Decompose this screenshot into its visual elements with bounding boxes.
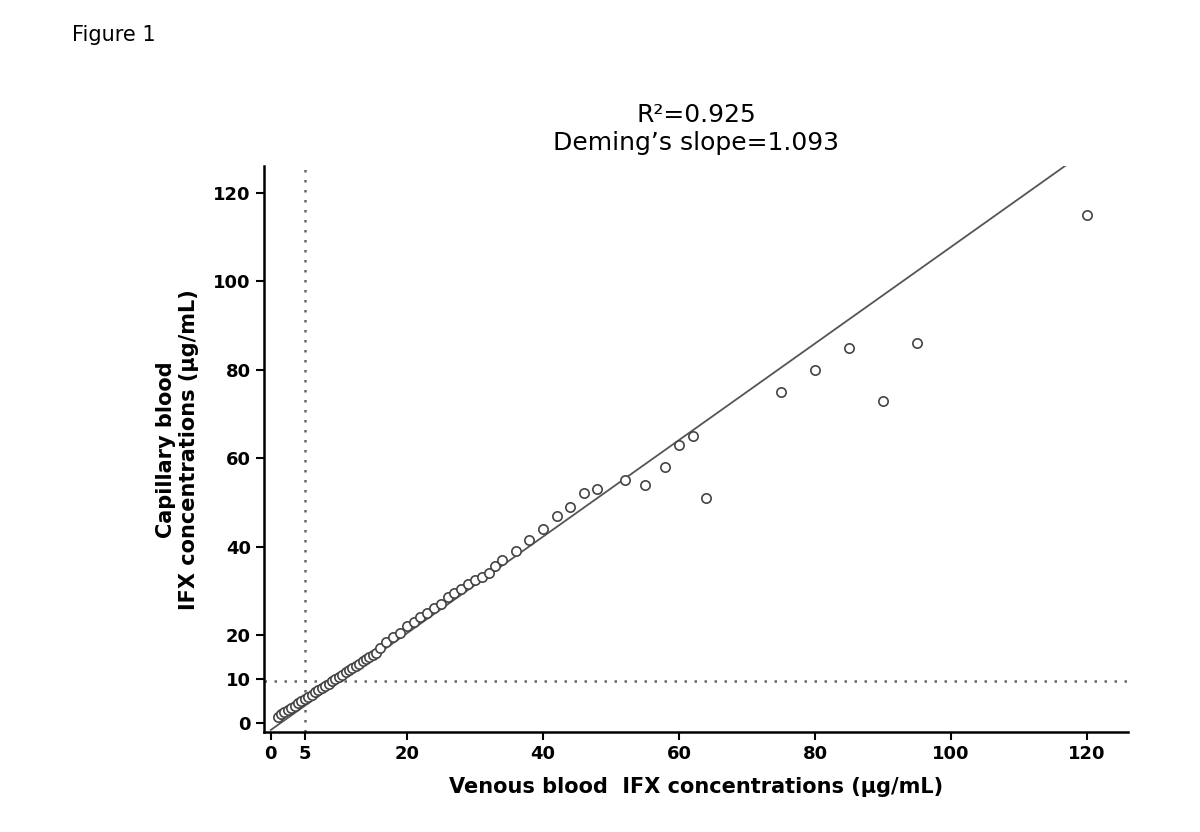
Point	[397, 619, 416, 632]
Title: R²=0.925
Deming’s slope=1.093: R²=0.925 Deming’s slope=1.093	[553, 103, 839, 155]
Point	[306, 686, 325, 699]
Point	[560, 500, 580, 513]
Point	[635, 478, 654, 491]
Y-axis label: Capillary blood
IFX concentrations (μg/mL): Capillary blood IFX concentrations (μg/m…	[156, 289, 199, 610]
Point	[492, 553, 511, 567]
Point	[683, 429, 702, 443]
Point	[840, 341, 859, 354]
Point	[367, 646, 386, 659]
Point	[506, 544, 526, 557]
Point	[404, 615, 424, 628]
Point	[329, 671, 348, 684]
Point	[353, 655, 372, 668]
Text: Figure 1: Figure 1	[72, 25, 156, 45]
Point	[336, 666, 355, 679]
Point	[319, 677, 338, 691]
Point	[343, 661, 362, 675]
Point	[438, 591, 457, 604]
Point	[479, 567, 498, 580]
Point	[286, 699, 305, 712]
Point	[282, 701, 301, 715]
Point	[271, 708, 290, 721]
Point	[356, 652, 376, 666]
Point	[1078, 208, 1097, 221]
Point	[332, 668, 352, 681]
Point	[574, 487, 593, 500]
Point	[520, 533, 539, 547]
Point	[384, 631, 403, 644]
Point	[323, 675, 342, 688]
Point	[377, 635, 396, 648]
Point	[458, 577, 478, 591]
Point	[288, 696, 307, 710]
Point	[772, 385, 791, 399]
Point	[907, 336, 926, 349]
Point	[349, 657, 368, 671]
Point	[655, 460, 674, 473]
Point	[275, 706, 294, 719]
Point	[614, 473, 634, 487]
Point	[472, 571, 491, 584]
Point	[425, 602, 444, 615]
Point	[295, 692, 314, 706]
Point	[670, 438, 689, 452]
Point	[347, 659, 366, 672]
Point	[697, 491, 716, 504]
Point	[874, 394, 893, 408]
Point	[390, 626, 409, 639]
Point	[316, 679, 335, 692]
Point	[445, 587, 464, 600]
Point	[278, 703, 298, 716]
Point	[431, 597, 450, 611]
Point	[486, 560, 505, 573]
Point	[326, 672, 346, 686]
Point	[547, 509, 566, 522]
Point	[292, 695, 311, 708]
Point	[299, 690, 318, 703]
Point	[418, 607, 437, 620]
X-axis label: Venous blood  IFX concentrations (μg/mL): Venous blood IFX concentrations (μg/mL)	[449, 777, 943, 797]
Point	[588, 483, 607, 496]
Point	[360, 651, 379, 664]
Point	[451, 582, 470, 595]
Point	[364, 648, 383, 661]
Point	[805, 363, 824, 376]
Point	[340, 664, 359, 677]
Point	[312, 681, 331, 695]
Point	[302, 688, 322, 701]
Point	[268, 710, 287, 723]
Point	[466, 573, 485, 587]
Point	[308, 684, 328, 697]
Point	[533, 522, 552, 536]
Point	[410, 611, 430, 624]
Point	[370, 641, 389, 655]
